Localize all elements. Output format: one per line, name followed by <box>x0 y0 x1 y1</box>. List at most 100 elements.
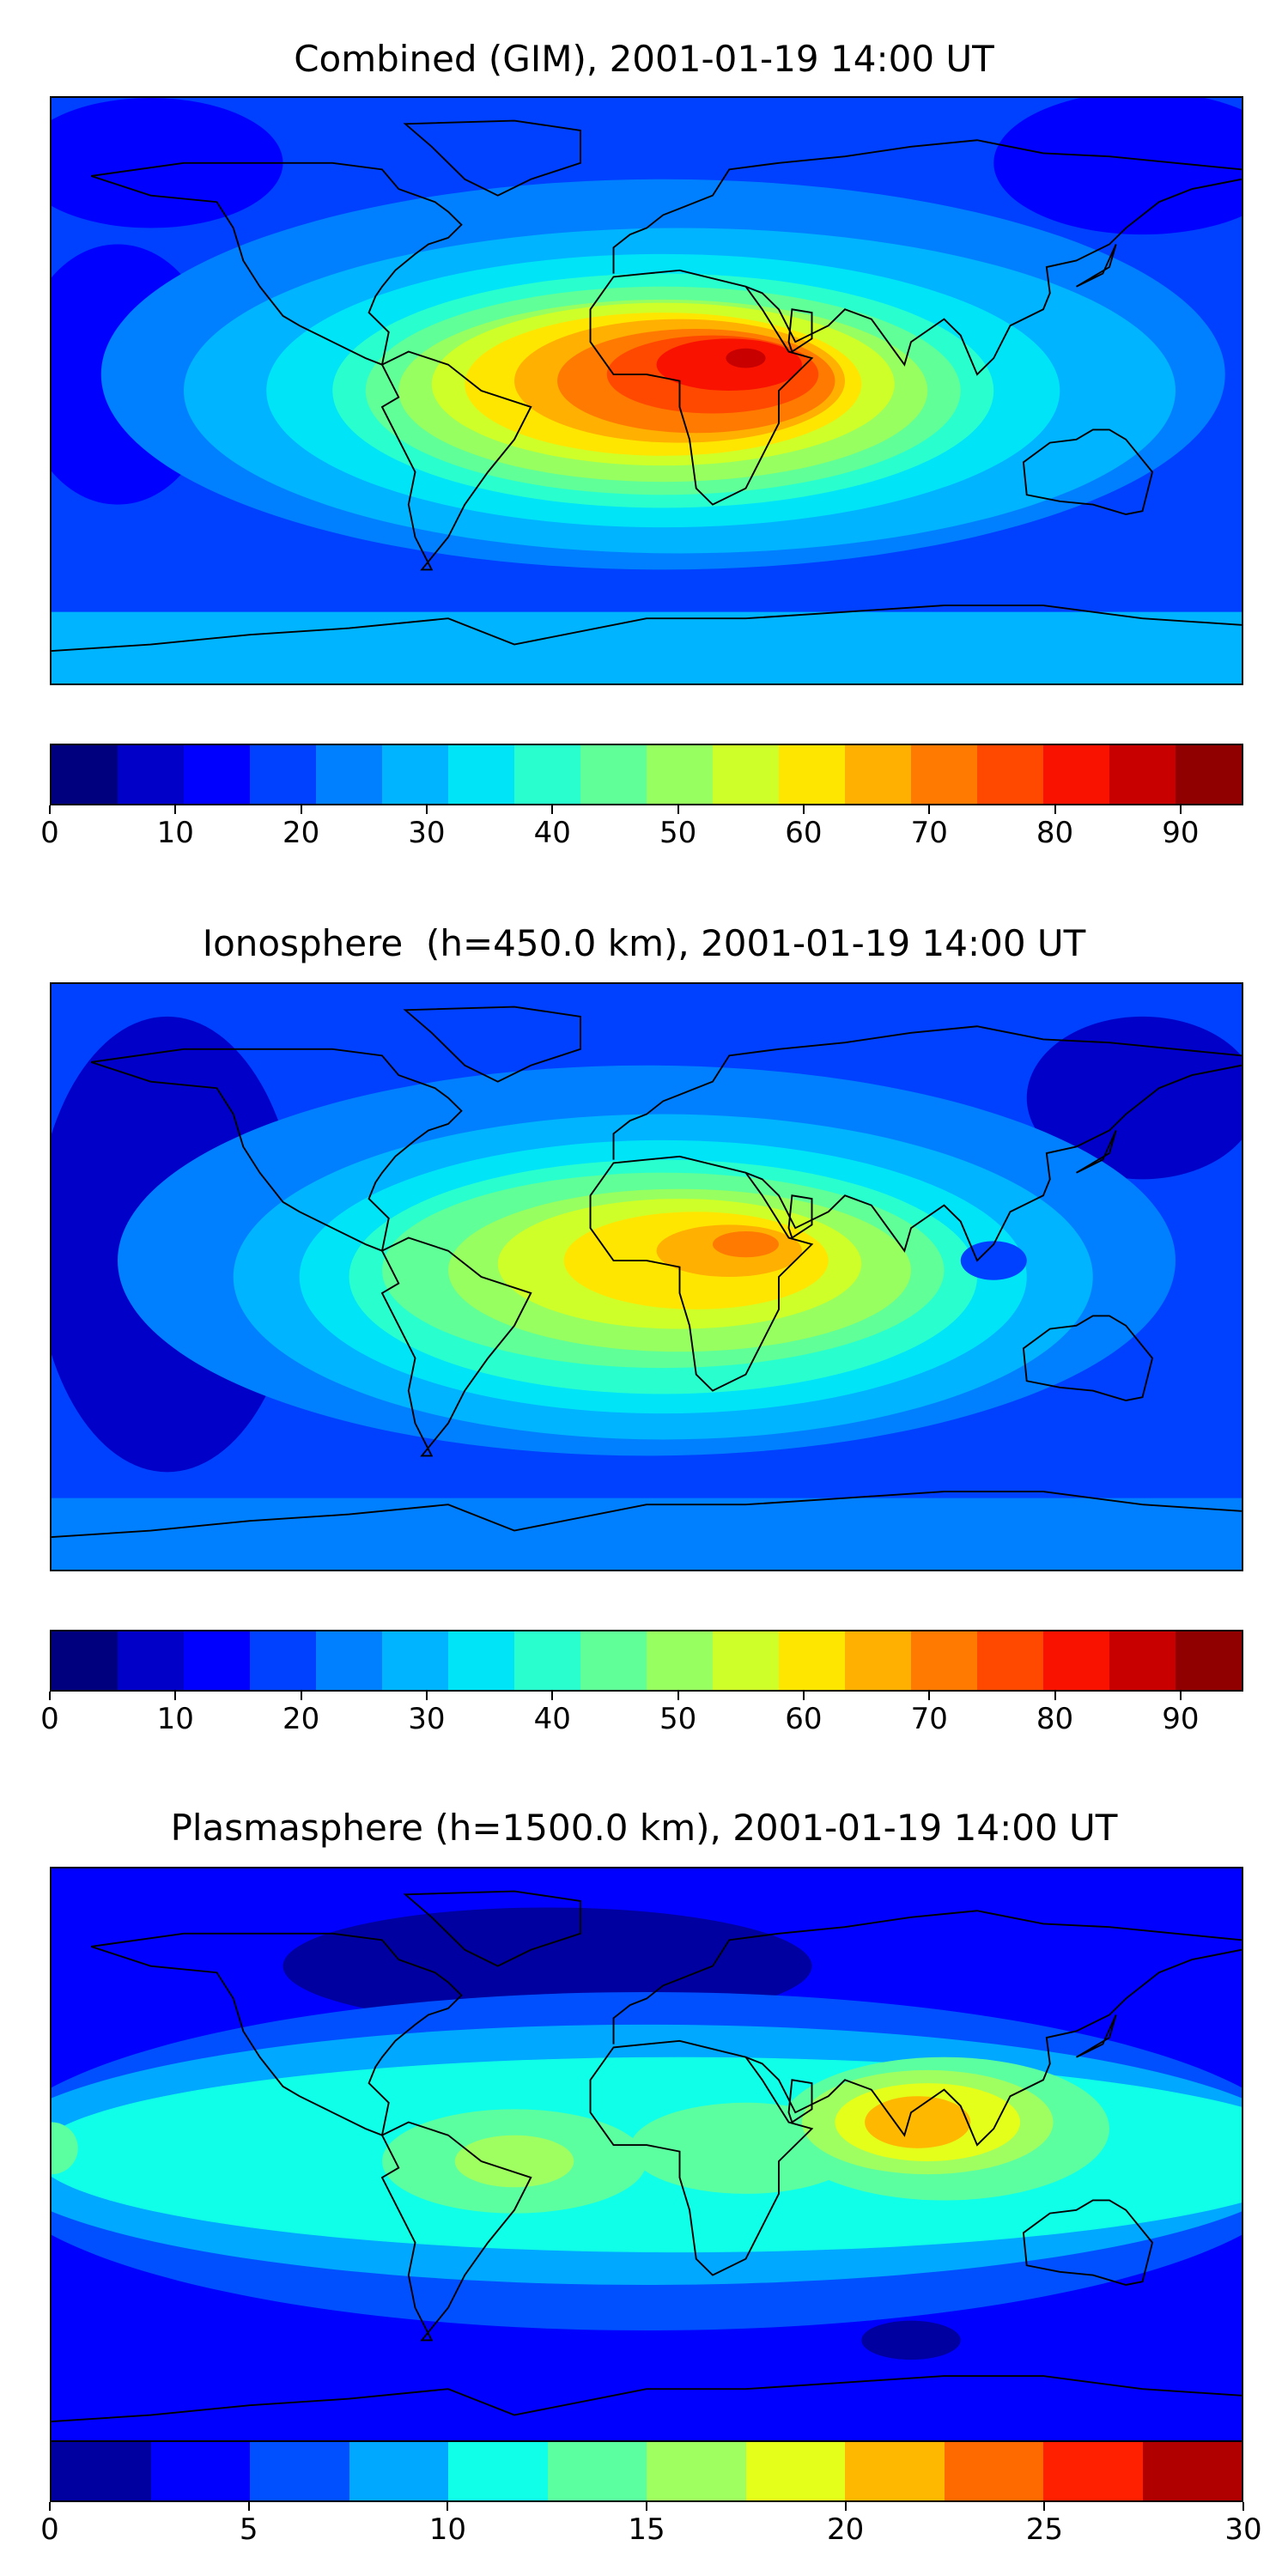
coast-north-america <box>90 1932 463 2136</box>
colorbar-segment <box>1109 745 1176 804</box>
colorbar-tick <box>1054 1692 1056 1700</box>
coast-south-america <box>380 350 532 571</box>
coast-south-america <box>380 2121 532 2342</box>
coast-antarctica <box>52 1491 1242 1539</box>
colorbar-segment <box>249 745 316 804</box>
colorbar-segment <box>315 745 382 804</box>
colorbar-segment <box>117 745 184 804</box>
colorbar-segment <box>513 1631 580 1690</box>
colorbar-segment <box>250 2442 349 2500</box>
colorbar-segment <box>448 2442 548 2500</box>
colorbar-tick-label: 0 <box>40 2512 59 2547</box>
colorbar-tick <box>802 805 805 814</box>
colorbar-segment <box>580 745 647 804</box>
colorbar-tick-label: 70 <box>910 816 948 850</box>
coast-greenland <box>403 1005 581 1083</box>
colorbar-segment <box>52 2442 151 2500</box>
map-ionosphere <box>50 982 1243 1571</box>
colorbar-tick-label: 20 <box>282 816 320 850</box>
coast-asia-south <box>745 1064 1242 1262</box>
colorbar-tick <box>174 805 177 814</box>
coast-japan <box>1076 244 1117 288</box>
coast-greenland <box>403 119 581 197</box>
colorbar-segment <box>976 1631 1043 1690</box>
colorbar-tick <box>425 805 428 814</box>
map-plasmasphere <box>50 1867 1243 2456</box>
colorbar-tick <box>174 1692 177 1700</box>
colorbar-segment <box>447 1631 514 1690</box>
colorbar-tick <box>551 805 554 814</box>
colorbar-tick <box>49 1692 51 1700</box>
colorbar-segment <box>844 1631 911 1690</box>
coast-eurasia-north <box>612 1910 1242 2044</box>
colorbar-tick <box>1179 1692 1182 1700</box>
colorbar-tick-label: 25 <box>1025 2512 1063 2547</box>
colorbar-segment <box>52 1631 118 1690</box>
colorbar-plasmasphere <box>50 2440 1243 2502</box>
colorbar-segment <box>1175 745 1242 804</box>
coast-madagascar <box>787 1194 813 1240</box>
contour-12-5-dateline <box>52 2122 78 2175</box>
map-combined <box>50 96 1243 685</box>
colorbar-segment <box>381 745 448 804</box>
colorbar-tick-label: 10 <box>156 816 194 850</box>
antarctic-band <box>52 611 1242 683</box>
colorbar-segment <box>712 1631 779 1690</box>
colorbar-segment <box>646 745 713 804</box>
colorbar-tick-label: 30 <box>408 1702 446 1736</box>
colorbar-segment <box>1142 2442 1242 2500</box>
coast-africa <box>589 2039 814 2276</box>
colorbar-segment <box>976 745 1043 804</box>
colorbar-tick <box>551 1692 554 1700</box>
colorbar-segment <box>1109 1631 1176 1690</box>
coast-south-america <box>380 1236 532 1457</box>
colorbar-segment <box>183 745 250 804</box>
colorbar-tick <box>300 1692 302 1700</box>
colorbar-tick <box>844 2502 847 2511</box>
contour-80 <box>656 338 802 391</box>
colorbar-segment <box>844 745 911 804</box>
contour-65 <box>713 1230 779 1258</box>
colorbar-tick-label: 40 <box>533 1702 571 1736</box>
colorbar-segment <box>910 745 977 804</box>
coastlines <box>52 1890 1242 2423</box>
colorbar-segment <box>1042 1631 1109 1690</box>
colorbar-segment <box>447 745 514 804</box>
colorbar-segment <box>647 2442 746 2500</box>
colorbar-tick-label: 80 <box>1036 816 1074 850</box>
colorbar-tick <box>300 805 302 814</box>
colorbar-segment <box>315 1631 382 1690</box>
colorbar-tick <box>247 2502 250 2511</box>
coast-japan <box>1076 2014 1117 2058</box>
antarctic-band <box>52 1498 1242 1570</box>
colorbar-segment <box>249 1631 316 1690</box>
colorbar-tick-label: 70 <box>910 1702 948 1736</box>
colorbar-segment <box>117 1631 184 1690</box>
coast-australia <box>1022 428 1154 515</box>
colorbar-tick <box>1179 805 1182 814</box>
colorbar-combined <box>50 744 1243 805</box>
coast-north-america <box>90 161 463 366</box>
contour-low-ne <box>993 98 1242 235</box>
colorbar-tick-label: 20 <box>827 2512 865 2547</box>
colorbar-segment <box>778 745 845 804</box>
colorbar-segment <box>547 2442 647 2500</box>
colorbar-segment <box>745 2442 845 2500</box>
coast-eurasia-north <box>612 1025 1242 1160</box>
colorbar-segment <box>1042 745 1109 804</box>
coast-madagascar <box>787 2079 813 2124</box>
coast-eurasia-north <box>612 139 1242 274</box>
colorbar-tick-label: 10 <box>428 2512 466 2547</box>
colorbar-segment <box>778 1631 845 1690</box>
colorbar-tick-label: 30 <box>408 816 446 850</box>
colorbar-tick-label: 40 <box>533 816 571 850</box>
colorbar-segment <box>381 1631 448 1690</box>
colorbar-segment <box>349 2442 448 2500</box>
contour-low-south <box>861 2320 961 2360</box>
coast-north-america <box>90 1048 463 1252</box>
colorbar-segment <box>1043 2442 1143 2500</box>
colorbar-tick <box>928 1692 931 1700</box>
panel-title-combined: Combined (GIM), 2001-01-19 14:00 UT <box>294 38 994 80</box>
coastlines <box>52 119 1242 653</box>
colorbar-tick <box>802 1692 805 1700</box>
